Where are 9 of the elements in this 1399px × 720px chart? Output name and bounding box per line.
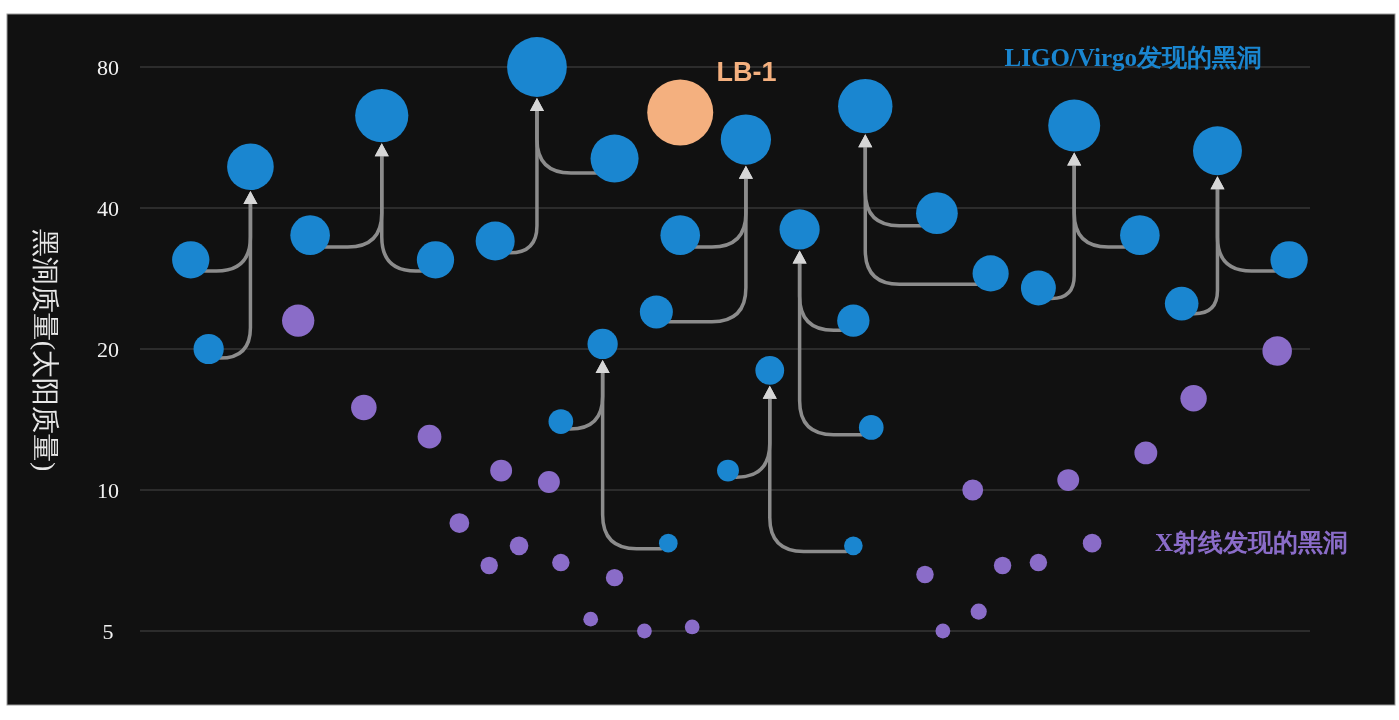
y-tick-label: 5 bbox=[102, 618, 114, 644]
y-tick-label: 40 bbox=[97, 195, 119, 221]
y-tick-label: 80 bbox=[97, 54, 119, 80]
text: LIGO/Virgo发现的黑洞 bbox=[1004, 44, 1262, 71]
text: X射线发现的黑洞 bbox=[1154, 529, 1348, 556]
series-label: LB-1 bbox=[716, 57, 777, 88]
y-tick-label: 20 bbox=[97, 336, 119, 362]
y-tick-label: 10 bbox=[97, 477, 119, 503]
y-axis-title: 黑洞质量(太阳质量) bbox=[29, 228, 61, 472]
